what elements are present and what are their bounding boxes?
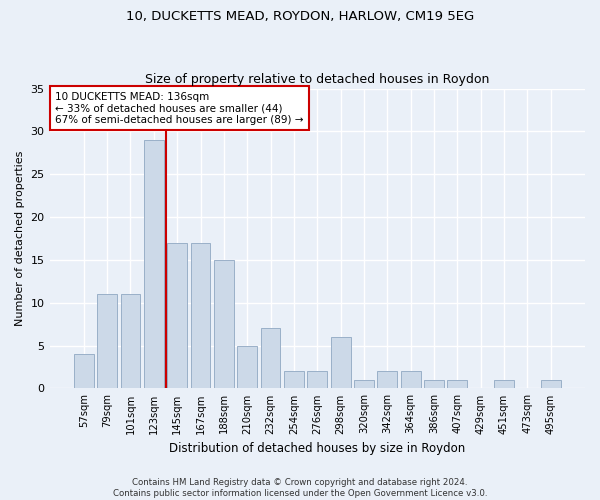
Bar: [401, 372, 421, 388]
Y-axis label: Number of detached properties: Number of detached properties: [15, 151, 25, 326]
Text: 10 DUCKETTS MEAD: 136sqm
← 33% of detached houses are smaller (44)
67% of semi-d: 10 DUCKETTS MEAD: 136sqm ← 33% of detach…: [55, 92, 304, 125]
Bar: [74, 354, 94, 388]
Bar: [494, 380, 514, 388]
Text: 10, DUCKETTS MEAD, ROYDON, HARLOW, CM19 5EG: 10, DUCKETTS MEAD, ROYDON, HARLOW, CM19 …: [126, 10, 474, 23]
Bar: [144, 140, 164, 388]
Bar: [284, 372, 304, 388]
Bar: [424, 380, 444, 388]
Bar: [121, 294, 140, 388]
Bar: [191, 243, 211, 388]
Bar: [354, 380, 374, 388]
Title: Size of property relative to detached houses in Roydon: Size of property relative to detached ho…: [145, 73, 490, 86]
Bar: [448, 380, 467, 388]
Bar: [214, 260, 234, 388]
Bar: [307, 372, 327, 388]
Bar: [377, 372, 397, 388]
Bar: [541, 380, 560, 388]
Bar: [331, 337, 350, 388]
Bar: [97, 294, 117, 388]
Text: Contains HM Land Registry data © Crown copyright and database right 2024.
Contai: Contains HM Land Registry data © Crown c…: [113, 478, 487, 498]
Bar: [238, 346, 257, 389]
Bar: [167, 243, 187, 388]
Bar: [260, 328, 280, 388]
X-axis label: Distribution of detached houses by size in Roydon: Distribution of detached houses by size …: [169, 442, 466, 455]
